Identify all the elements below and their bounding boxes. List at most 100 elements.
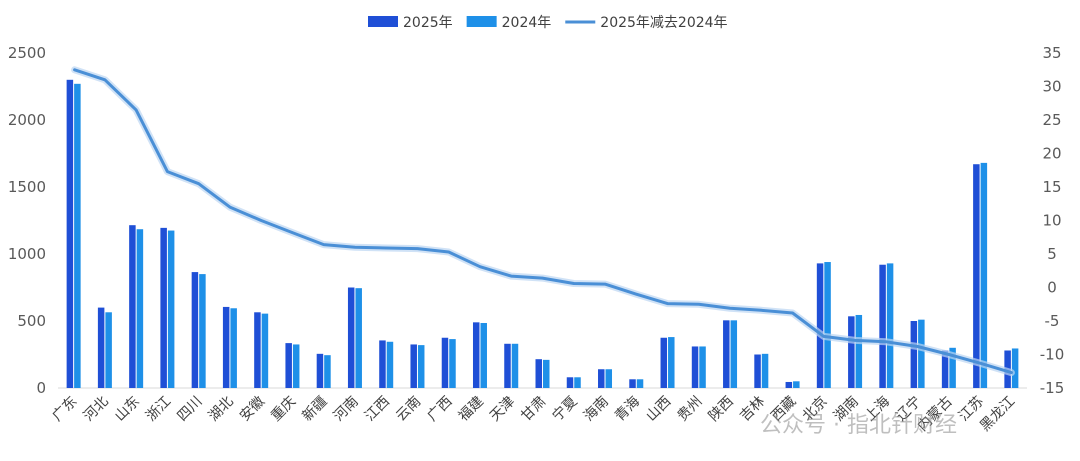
bar-2024年-北京 [824, 262, 831, 388]
line-point-上海 [885, 340, 888, 343]
line-point-山西 [666, 302, 669, 305]
y-right-tick-label: 25 [1042, 111, 1061, 129]
category-label: 山东 [112, 394, 143, 425]
bar-2024年-云南 [417, 345, 425, 388]
bar-2024年-吉林 [761, 353, 769, 388]
category-label: 青海 [612, 394, 643, 425]
category-label: 陕西 [706, 394, 737, 425]
y-right-tick-label: 5 [1047, 245, 1057, 263]
bar-2024年-重庆 [292, 344, 300, 388]
difference-line-shadow [71, 66, 1015, 377]
line-point-浙江 [166, 170, 169, 173]
line-point-湖北 [228, 205, 232, 209]
y-right-tick-label: 20 [1042, 145, 1061, 163]
line-point-西藏 [791, 311, 794, 315]
bar-2025年-宁夏 [566, 377, 574, 388]
line-point-贵州 [697, 303, 700, 306]
bar-2024年-河南 [355, 288, 362, 388]
bar-2025年-云南 [410, 344, 417, 388]
y-right-tick-label: 35 [1042, 44, 1061, 62]
bar-2024年-安徽 [261, 313, 269, 388]
bar-2025年-上海 [879, 264, 886, 388]
line-point-甘肃 [541, 276, 544, 280]
category-label: 贵州 [675, 394, 706, 425]
bar-2024年-黑龙江 [1011, 348, 1019, 388]
line-point-江西 [385, 246, 388, 250]
bar-2024年-江苏 [980, 162, 988, 388]
line-point-河北 [103, 78, 107, 82]
bar-2025年-海南 [598, 369, 605, 388]
bar-2024年-上海 [886, 263, 894, 388]
y-right-tick-label: 15 [1042, 178, 1061, 196]
bar-2025年-安徽 [254, 312, 261, 388]
category-label: 江西 [362, 394, 393, 425]
line-point-湖南 [853, 339, 857, 342]
bar-2024年-江西 [386, 341, 394, 388]
y-right-tick-label: 10 [1042, 212, 1061, 230]
category-label: 甘肃 [518, 394, 549, 425]
category-label: 云南 [393, 394, 424, 425]
y-left-tick-label: 1000 [8, 245, 46, 263]
bar-2025年-山西 [660, 337, 668, 388]
line-point-宁夏 [572, 282, 575, 285]
legend-label: 2024年 [502, 15, 552, 31]
bar-2024年-福建 [480, 323, 487, 388]
bar-2024年-山东 [136, 229, 144, 388]
bar-2024年-山西 [668, 337, 675, 388]
bar-2025年-北京 [816, 263, 824, 388]
y-left-tick-label: 1500 [8, 178, 46, 196]
bar-2024年-西藏 [793, 381, 800, 388]
line-point-福建 [478, 265, 482, 268]
bar-2025年-辽宁 [910, 321, 918, 388]
bar-2025年-河南 [347, 287, 355, 388]
legend: 2025年 2024年 2025年减去2024年 [368, 15, 728, 31]
category-label: 湖北 [206, 394, 237, 425]
bar-2025年-内蒙古 [941, 350, 949, 388]
legend-swatch-2025年 [368, 16, 398, 27]
category-label: 新疆 [299, 394, 330, 425]
right-y-axis: -15 -10 -5 0 5 10 15 20 25 30 35 [1040, 44, 1065, 397]
y-left-tick-label: 500 [17, 312, 46, 330]
line-point-新疆 [322, 243, 325, 246]
bar-2025年-湖南 [848, 316, 855, 388]
legend-label: 2025年减去2024年 [600, 15, 727, 31]
legend-swatch-2024年 [466, 16, 497, 27]
bar-2025年-甘肃 [535, 359, 542, 388]
bar-2024年-辽宁 [918, 319, 925, 388]
bar-2024年-贵州 [699, 346, 706, 388]
bar-2024年-广西 [449, 339, 456, 388]
watermark-text: 公众号 · 指北针财经 [760, 413, 957, 438]
bar-2024年-广东 [74, 83, 81, 388]
bar-2024年-宁夏 [574, 377, 581, 388]
bar-2025年-江西 [379, 340, 386, 388]
line-point-吉林 [760, 309, 763, 312]
bar-2025年-广东 [66, 79, 74, 389]
category-label: 福建 [456, 394, 487, 425]
line-point-广西 [447, 250, 450, 254]
category-label: 黑龙江 [977, 394, 1018, 435]
bar-2024年-甘肃 [543, 359, 550, 388]
y-right-tick-label: -10 [1040, 346, 1065, 364]
left-y-axis: 0 500 1000 1500 2000 2500 [8, 44, 46, 397]
bar-2024年-四川 [199, 274, 206, 388]
bar-2024年-青海 [636, 379, 644, 388]
category-label: 广西 [424, 394, 455, 425]
category-label: 四川 [174, 394, 205, 425]
line-point-河南 [353, 246, 357, 249]
category-label: 山西 [643, 394, 674, 425]
line-point-广东 [73, 68, 76, 71]
bar-2025年-山东 [129, 225, 136, 388]
y-left-tick-label: 2000 [8, 111, 46, 129]
line-point-黑龙江 [1010, 371, 1013, 374]
line-point-内蒙古 [947, 353, 951, 356]
bar-2025年-贵州 [691, 346, 699, 388]
category-label: 河南 [331, 394, 362, 425]
bar-2025年-重庆 [285, 343, 292, 388]
y-right-tick-label: 30 [1042, 78, 1061, 96]
category-label: 宁夏 [549, 393, 581, 425]
bar-2025年-西藏 [785, 381, 793, 388]
bar-2025年-吉林 [754, 354, 761, 388]
line-point-北京 [822, 335, 826, 338]
bar-2024年-湖北 [230, 308, 237, 388]
